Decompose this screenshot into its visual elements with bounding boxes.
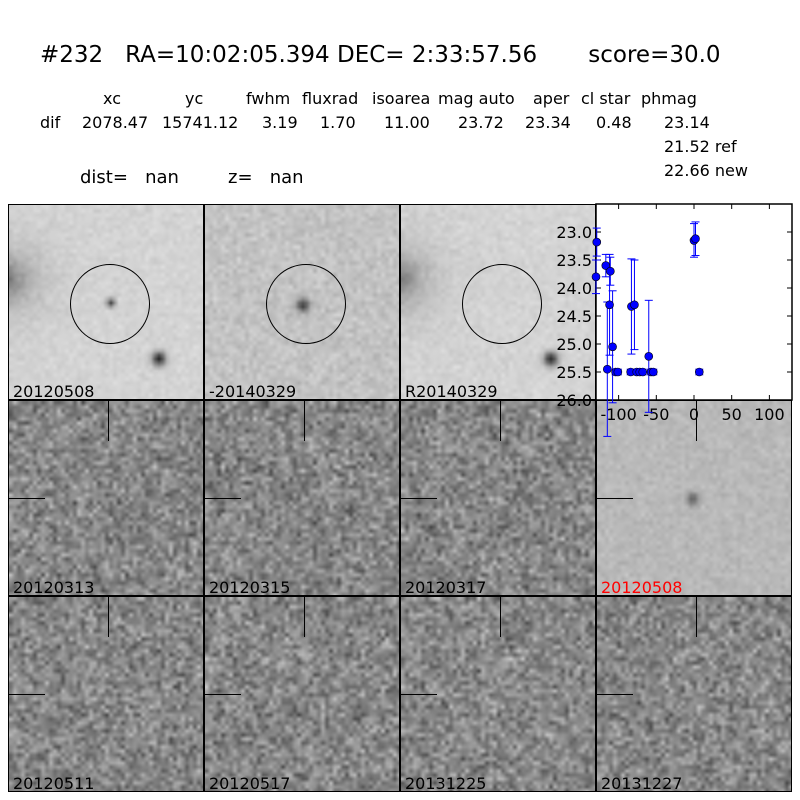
crosshair-vertical xyxy=(500,597,501,637)
cutout-panel: 20120517 xyxy=(204,596,400,792)
cutout-panel: 20120508 xyxy=(8,204,204,400)
col-xc: xc xyxy=(103,89,121,108)
data-point xyxy=(638,367,648,377)
data-point xyxy=(606,266,615,276)
data-point xyxy=(591,272,601,282)
y-tick-label: 26.0 xyxy=(556,391,592,410)
crosshair-horizontal xyxy=(9,498,45,499)
crosshair-horizontal xyxy=(205,694,241,695)
y-tick-label: 25.5 xyxy=(556,363,592,382)
col-mag-auto: mag auto xyxy=(438,89,515,108)
data-point xyxy=(601,261,611,270)
cutout-date-label: 20120317 xyxy=(405,578,487,596)
col-aper: aper xyxy=(533,89,570,108)
crosshair-vertical xyxy=(108,401,109,441)
col-yc: yc xyxy=(185,89,204,108)
dist-text: dist= nan xyxy=(80,167,179,188)
crosshair-vertical xyxy=(696,401,697,441)
crosshair-vertical xyxy=(500,401,501,441)
data-point xyxy=(644,352,654,361)
data-point xyxy=(592,237,602,247)
crosshair-vertical xyxy=(696,597,697,637)
y-tick-label: 25.0 xyxy=(556,335,592,354)
cutout-date-label: R20140329 xyxy=(405,382,498,400)
cutout-panel: 20120508 xyxy=(596,400,792,596)
val-fluxrad: 1.70 xyxy=(320,113,356,132)
x-tick-label: 0 xyxy=(689,405,699,424)
data-point xyxy=(605,300,614,310)
cutout-panel: -20140329 xyxy=(204,204,400,400)
col-isoarea: isoarea xyxy=(372,89,431,108)
val-new: 22.66 new xyxy=(664,161,748,180)
light-curve-plot: -100 -50 0 50 100 23.0 23.5 24.0 24.5 25.0 25.5 26.… xyxy=(556,203,793,437)
col-cl-star: cl star xyxy=(581,89,631,108)
val-xc: 2078.47 xyxy=(82,113,149,132)
crosshair-horizontal xyxy=(597,498,633,499)
val-isoarea: 11.00 xyxy=(384,113,430,132)
candidate-title: #232 RA=10:02:05.394 DEC= 2:33:57.56 sco… xyxy=(40,42,721,68)
aperture-circle xyxy=(462,264,542,344)
col-fwhm: fwhm xyxy=(246,89,291,108)
cutout-date-label: 20131227 xyxy=(601,774,683,792)
cutout-panel: 20131225 xyxy=(400,596,596,792)
val-aper: 23.34 xyxy=(525,113,571,132)
aperture-circle xyxy=(70,264,150,344)
cutout-date-label: 20131225 xyxy=(405,774,487,792)
cutout-date-label: 20120508 xyxy=(13,382,95,400)
data-point xyxy=(691,234,700,244)
cutout-panel: R20140329 xyxy=(400,204,596,400)
cutout-panel: 20120313 xyxy=(8,400,204,596)
cutout-date-label: 20120517 xyxy=(209,774,291,792)
crosshair-vertical xyxy=(304,597,305,637)
x-tick-label: 100 xyxy=(754,405,785,424)
data-point xyxy=(603,364,612,374)
col-fluxrad: fluxrad xyxy=(302,89,359,108)
crosshair-horizontal xyxy=(597,694,633,695)
data-point xyxy=(694,367,704,377)
crosshair-vertical xyxy=(304,401,305,441)
col-phmag: phmag xyxy=(641,89,697,108)
z-text: z= nan xyxy=(228,167,304,188)
cutout-panel: 20120315 xyxy=(204,400,400,596)
aperture-circle xyxy=(266,264,346,344)
cutout-date-label: 20120313 xyxy=(13,578,95,596)
data-point xyxy=(613,367,623,377)
y-tick-label: 23.0 xyxy=(556,223,592,242)
cutout-panel: 20120511 xyxy=(8,596,204,792)
val-phmag: 23.14 xyxy=(664,113,710,132)
cutout-panel: 20120317 xyxy=(400,400,596,596)
crosshair-horizontal xyxy=(401,498,437,499)
data-point xyxy=(630,300,639,310)
y-tick-label: 24.5 xyxy=(556,307,592,326)
cutout-date-label: 20120508 xyxy=(601,578,683,596)
data-point xyxy=(608,342,617,352)
val-yc: 15741.12 xyxy=(162,113,239,132)
y-tick-label: 24.0 xyxy=(556,279,592,298)
val-mag-auto: 23.72 xyxy=(458,113,504,132)
crosshair-horizontal xyxy=(401,694,437,695)
crosshair-vertical xyxy=(108,597,109,637)
val-cl-star: 0.48 xyxy=(596,113,632,132)
x-tick-label: 50 xyxy=(722,405,742,424)
cutout-date-label: -20140329 xyxy=(209,382,297,400)
x-tick-label: -100 xyxy=(600,405,636,424)
crosshair-horizontal xyxy=(9,694,45,695)
val-fwhm: 3.19 xyxy=(262,113,298,132)
y-tick-label: 23.5 xyxy=(556,251,592,270)
crosshair-horizontal xyxy=(205,498,241,499)
cutout-date-label: 20120315 xyxy=(209,578,291,596)
cutout-date-label: 20120511 xyxy=(13,774,95,792)
data-point xyxy=(648,367,658,377)
row-label: dif xyxy=(40,113,61,132)
cutout-panel: 20131227 xyxy=(596,596,792,792)
val-ref: 21.52 ref xyxy=(664,137,737,156)
x-tick-label: -50 xyxy=(643,405,669,424)
